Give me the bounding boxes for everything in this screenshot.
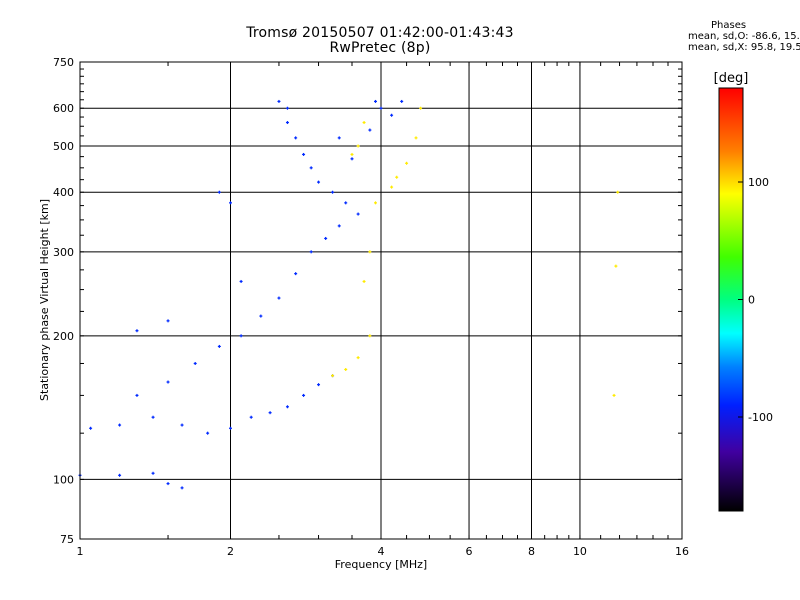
colorbar-label: [deg]	[714, 71, 749, 86]
phases-x-stats: mean, sd,X: 95.8, 19.5	[688, 42, 800, 53]
phases-o-stats: mean, sd,O: -86.6, 15.8	[688, 31, 800, 42]
y-tick-label: 400	[53, 186, 74, 199]
x-tick-label: 6	[466, 545, 473, 558]
grid-lines	[80, 62, 682, 539]
y-tick-label: 200	[53, 330, 74, 343]
y-tick-label: 500	[53, 140, 74, 153]
x-tick-label: 16	[675, 545, 689, 558]
x-tick-label: 1	[77, 545, 84, 558]
phases-stats-box: Phases mean, sd,O: -86.6, 15.8 mean, sd,…	[600, 20, 800, 53]
chart-title-line2: RwPretec (8p)	[329, 40, 431, 56]
colorbar-ticks: 100 0 -100	[738, 176, 773, 424]
colorbar-tick-label: -100	[748, 411, 773, 424]
data-points	[78, 99, 620, 490]
axis-ticks: 1 2 4 6 8 10 16 75 100 200 300 400 500 600 750	[53, 56, 689, 558]
x-axis-label: Frequency [MHz]	[335, 558, 427, 571]
chart-title-line1: Tromsø 20150507 01:42:00-01:43:43	[246, 25, 514, 41]
colorbar-tick-label: 100	[748, 176, 769, 189]
y-axis-label: Stationary phase Virtual Height [km]	[38, 199, 51, 401]
x-tick-label: 10	[573, 545, 587, 558]
colorbar-tick-label: 0	[748, 294, 755, 307]
y-tick-label: 300	[53, 246, 74, 259]
x-tick-label: 8	[528, 545, 535, 558]
y-tick-label: 75	[60, 533, 74, 546]
x-tick-label: 4	[378, 545, 385, 558]
y-tick-label: 100	[53, 473, 74, 486]
y-tick-label: 750	[53, 56, 74, 69]
x-tick-label: 2	[227, 545, 234, 558]
phases-title: Phases	[711, 20, 747, 31]
y-tick-label: 600	[53, 102, 74, 115]
